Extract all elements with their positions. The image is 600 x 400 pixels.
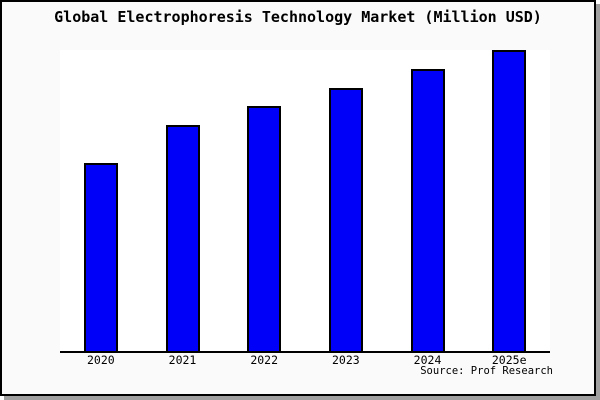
bar-slot-2023 xyxy=(305,50,387,351)
bar-2024 xyxy=(410,68,445,351)
x-tick-label-2021: 2021 xyxy=(168,353,197,367)
bar-slot-2025e xyxy=(468,50,550,351)
x-tick-label-2020: 2020 xyxy=(86,353,115,367)
bar-2023 xyxy=(328,87,363,351)
bar-slot-2021 xyxy=(142,50,224,351)
bar-2020 xyxy=(83,162,118,351)
source-note: Source: Prof Research xyxy=(420,365,553,377)
bars-container xyxy=(60,50,550,351)
bar-2021 xyxy=(165,125,200,351)
x-tick-label-2022: 2022 xyxy=(250,353,279,367)
bar-2022 xyxy=(247,106,282,351)
bar-slot-2022 xyxy=(223,50,305,351)
bar-2025e xyxy=(492,50,527,351)
x-tick-label-2024: 2024 xyxy=(413,353,442,367)
bar-slot-2024 xyxy=(387,50,469,351)
x-tick-label-2023: 2023 xyxy=(332,353,360,367)
bar-slot-2020 xyxy=(60,50,142,351)
x-axis-labels: 2020 2021 2022 2023 2024 2025e xyxy=(60,353,550,367)
chart-title: Global Electrophoresis Technology Market… xyxy=(54,8,542,26)
plot-area xyxy=(60,50,550,353)
x-tick-label-2025e: 2025e xyxy=(491,353,527,367)
